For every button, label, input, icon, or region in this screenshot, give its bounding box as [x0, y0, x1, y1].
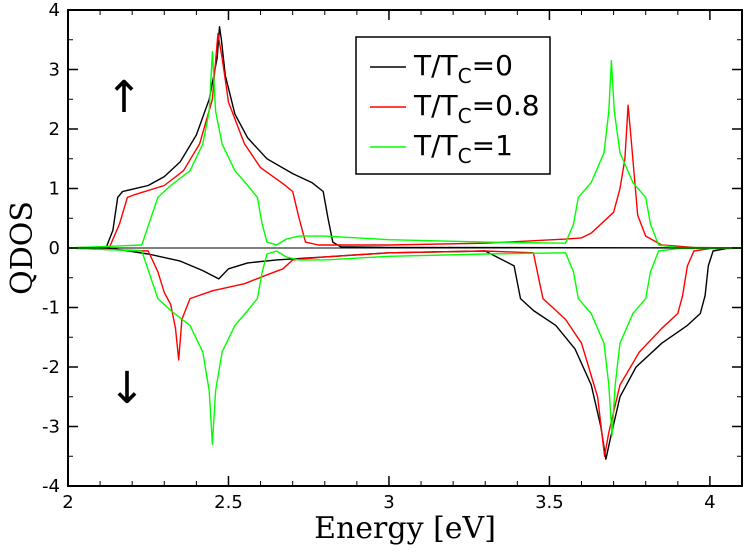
- y-tick-label: 4: [49, 0, 60, 21]
- y-tick-label: -1: [42, 298, 60, 319]
- spin-up-arrow: ↑: [106, 72, 143, 123]
- legend: T/TC=0T/TC=0.8T/TC=1: [355, 36, 551, 175]
- y-tick-label: -2: [42, 357, 60, 378]
- spin-down-arrow: ↓: [109, 363, 146, 414]
- series-layer: [67, 26, 743, 460]
- series-line: [67, 26, 743, 249]
- series-line: [67, 33, 743, 249]
- y-tick-label: 2: [49, 119, 60, 140]
- legend-entry-label: T/TC=0.8: [413, 89, 540, 128]
- series-line: [67, 247, 743, 460]
- x-tick-label: 3.5: [535, 492, 564, 513]
- plot-frame: [67, 9, 743, 487]
- x-tick-label: 4: [704, 492, 715, 513]
- ticks-layer: 2 2.5 3 3.5 4 -4 -3 -2 -1 0 1 2 3 4: [42, 0, 742, 513]
- x-tick-label: 2: [62, 492, 73, 513]
- y-tick-label: 0: [49, 238, 60, 259]
- y-tick-label: -4: [42, 476, 60, 497]
- series-line: [67, 247, 743, 457]
- y-tick-label: 1: [49, 179, 60, 200]
- legend-entry-label: T/TC=1: [413, 129, 513, 168]
- legend-box: [355, 36, 551, 175]
- x-tick-label: 3: [383, 492, 394, 513]
- y-tick-label: 3: [49, 60, 60, 81]
- series-line: [67, 51, 743, 249]
- y-tick-label: -3: [42, 417, 60, 438]
- x-axis-label: Energy [eV]: [314, 511, 496, 546]
- x-tick-label: 2.5: [214, 492, 243, 513]
- series-line: [67, 247, 743, 445]
- y-axis-label: QDOS: [5, 201, 40, 295]
- legend-entry-label: T/TC=0: [413, 49, 513, 88]
